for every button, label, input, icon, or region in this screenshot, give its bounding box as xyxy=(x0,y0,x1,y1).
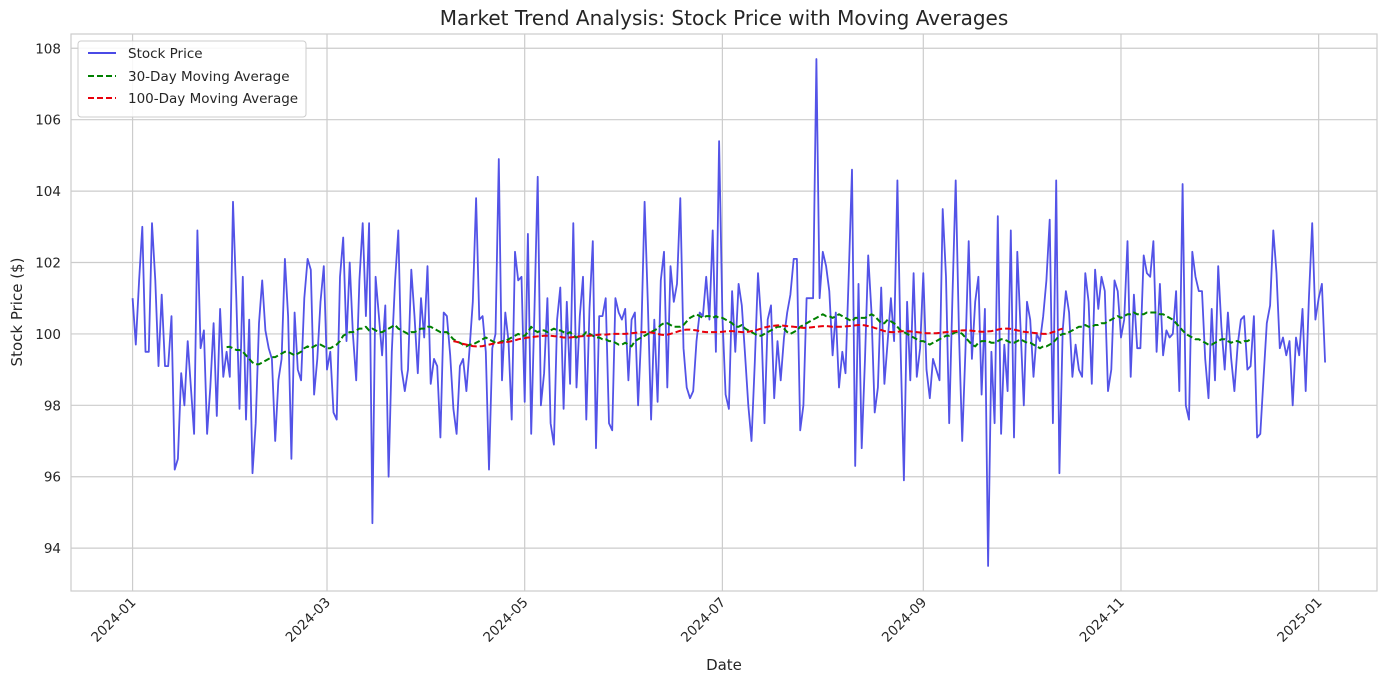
y-tick-label: 104 xyxy=(35,184,61,200)
y-tick-label: 94 xyxy=(44,541,61,557)
y-tick-label: 98 xyxy=(44,398,61,414)
series-line-100-day-ma xyxy=(453,324,1063,348)
y-tick-label: 100 xyxy=(35,327,61,343)
y-tick-label: 96 xyxy=(44,470,61,486)
y-tick-label: 106 xyxy=(35,113,61,129)
legend-label-30-day-ma: 30-Day Moving Average xyxy=(128,69,290,85)
plot-frame xyxy=(70,33,1378,592)
legend-label-100-day-ma: 100-Day Moving Average xyxy=(128,91,298,107)
legend-label-stock-price: Stock Price xyxy=(128,46,203,62)
series-line-stock-price xyxy=(131,58,1326,567)
legend: Stock Price 30-Day Moving Average 100-Da… xyxy=(77,40,307,118)
legend-box xyxy=(77,40,307,118)
y-axis-label: Stock Price ($) xyxy=(8,258,26,367)
series-line-30-day-ma xyxy=(226,311,1252,366)
x-axis-label: Date xyxy=(706,656,742,674)
chart-title: Market Trend Analysis: Stock Price with … xyxy=(440,6,1009,30)
y-tick-label: 108 xyxy=(35,41,61,57)
y-tick-labels: 94 96 98 100 102 104 106 108 xyxy=(35,41,61,557)
series-layer xyxy=(131,58,1326,567)
y-tick-label: 102 xyxy=(35,256,61,272)
